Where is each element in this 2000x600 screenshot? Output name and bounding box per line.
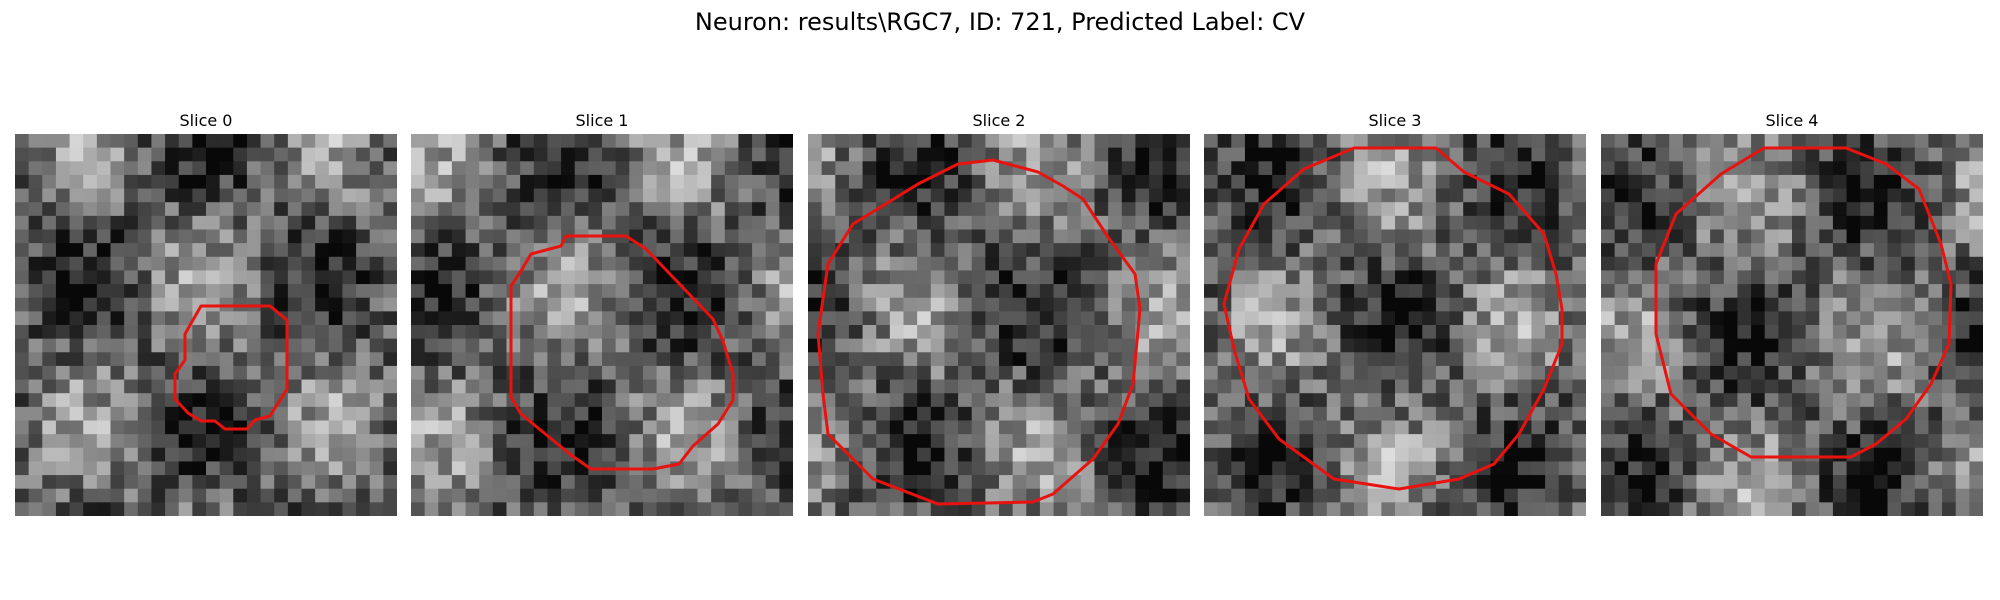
contour-outline: [173, 304, 289, 431]
slice-image: [411, 134, 793, 516]
slice-panel-2: Slice 2: [806, 108, 1192, 516]
slice-panel-1: Slice 1: [409, 108, 795, 516]
figure-title: Neuron: results\RGC7, ID: 721, Predicted…: [694, 8, 1306, 36]
slice-image: [808, 134, 1190, 516]
contour-outline: [509, 234, 735, 471]
slice-panel-4: Slice 4: [1599, 108, 1985, 516]
contour-outline: [816, 158, 1142, 506]
contour-outline: [1222, 146, 1564, 491]
slice-panel-0: Slice 0: [13, 108, 399, 516]
slice-title: Slice 3: [1368, 111, 1422, 130]
slice-image: [1204, 134, 1586, 516]
slice-title: Slice 2: [972, 111, 1026, 130]
slice-image: [1601, 134, 1983, 516]
slice-title: Slice 1: [575, 111, 629, 130]
slice-title: Slice 4: [1765, 111, 1819, 130]
slice-image: [15, 134, 397, 516]
slice-panel-3: Slice 3: [1202, 108, 1588, 516]
slice-title: Slice 0: [179, 111, 233, 130]
contour-outline: [1654, 146, 1953, 459]
